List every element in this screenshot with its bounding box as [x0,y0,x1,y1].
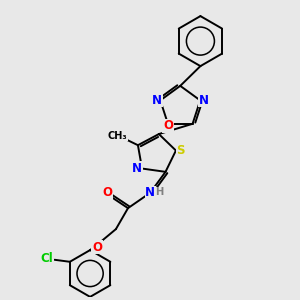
Text: N: N [132,162,142,175]
Text: CH₃: CH₃ [108,130,128,140]
Text: Cl: Cl [41,253,54,266]
Text: N: N [198,94,208,107]
Text: O: O [163,119,173,132]
Text: N: N [145,186,155,199]
Text: S: S [176,144,185,157]
Text: H: H [155,187,163,197]
Text: N: N [152,94,162,107]
Text: O: O [103,186,113,199]
Text: O: O [92,241,102,254]
